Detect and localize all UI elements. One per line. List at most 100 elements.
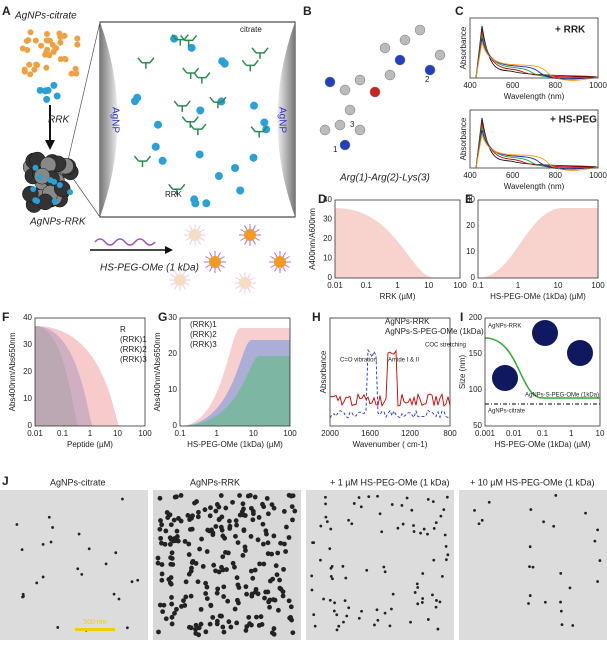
particle: [228, 624, 234, 630]
particle: [261, 504, 267, 510]
particle: [216, 517, 222, 523]
particle: [203, 629, 209, 635]
x-tick-label: 0.1: [174, 429, 186, 438]
particle: [431, 593, 434, 597]
x-tick-label: 0.001: [475, 429, 496, 438]
particle: [559, 609, 563, 613]
particle: [432, 558, 436, 562]
particle: [240, 553, 246, 558]
label: (RRK)1: [190, 320, 217, 329]
particle: [262, 595, 267, 601]
particle: [269, 551, 275, 557]
citrate-molecule: [241, 59, 259, 72]
x-axis-label: Wavenumber ( cm-1): [353, 440, 428, 449]
particle: [335, 628, 339, 632]
particle: [218, 493, 224, 498]
citrate-np: [45, 37, 52, 44]
particle: [333, 601, 336, 605]
particle: [446, 553, 450, 557]
particle: [258, 614, 264, 620]
particle: [223, 505, 229, 511]
particle: [233, 533, 238, 539]
particle: [283, 549, 289, 554]
particle: [528, 594, 532, 597]
particle: [168, 537, 174, 542]
particle: [221, 594, 227, 599]
particle: [186, 541, 192, 547]
particle: [186, 624, 192, 630]
particle: [204, 584, 210, 590]
y-tick-label: 30: [323, 215, 332, 224]
x-tick-label: 1: [516, 281, 521, 290]
label: E: [465, 192, 473, 206]
particle: [312, 541, 316, 544]
particle: [341, 564, 345, 568]
particle: [35, 581, 39, 585]
spectrum: [475, 125, 599, 169]
particle: [174, 534, 180, 539]
particle: [554, 494, 558, 497]
particle: [324, 502, 327, 506]
particle: [347, 606, 351, 610]
label: Amide I & II: [388, 358, 419, 364]
x-axis-label: HS-PEG-OMe (1kDa) (µM): [490, 292, 586, 301]
rrk: [191, 199, 200, 208]
label: (RRK)3: [190, 340, 217, 349]
y-tick-label: 0: [28, 421, 33, 430]
particle: [160, 609, 166, 615]
particle: [196, 509, 201, 515]
y-tick-label: 10: [168, 385, 177, 394]
rrk: [250, 101, 259, 110]
particle: [195, 514, 201, 520]
particle: [596, 580, 599, 583]
particle: [264, 496, 270, 501]
particle: [161, 602, 167, 608]
citrate-molecule: [182, 67, 200, 79]
particle: [559, 600, 562, 604]
particle: [436, 627, 440, 631]
particle: [158, 518, 163, 523]
particle: [365, 568, 369, 572]
particle: [598, 559, 602, 562]
particle: [218, 524, 224, 530]
particle: [41, 575, 45, 579]
spectrum: [475, 41, 599, 81]
particle: [528, 545, 532, 549]
particle: [376, 618, 380, 622]
particle: [350, 522, 354, 526]
particle: [249, 622, 254, 628]
dls-image: [532, 320, 558, 346]
particle: [352, 502, 356, 505]
citrate-molecule: [180, 34, 198, 47]
particle: [280, 593, 286, 599]
particle: [234, 620, 240, 626]
label: (RRK)3: [120, 355, 147, 364]
spectrum: [475, 121, 599, 169]
particle: [434, 605, 438, 609]
particle: [223, 549, 228, 555]
label: H: [312, 310, 321, 324]
particle: [159, 540, 164, 546]
particle: [391, 592, 395, 596]
x-tick-label: 10: [424, 281, 433, 290]
particle: [290, 630, 296, 636]
particle: [136, 578, 140, 582]
particle: [376, 494, 379, 498]
particle: [234, 522, 239, 528]
label: + 10 µM HS-PEG-OMe (1 kDa): [470, 477, 594, 487]
particle: [432, 527, 436, 530]
atom: [324, 76, 336, 88]
particle: [216, 569, 222, 575]
particle: [213, 568, 218, 574]
particle: [380, 530, 384, 534]
x-tick-label: 1200: [401, 429, 419, 438]
particle: [264, 531, 269, 537]
particle: [434, 521, 438, 525]
particle: [169, 601, 175, 607]
particle: [421, 572, 425, 575]
particle: [224, 567, 229, 572]
x-tick-label: 1: [395, 281, 400, 290]
citrate-np: [27, 71, 34, 78]
particle: [237, 493, 242, 498]
particle: [431, 500, 435, 503]
